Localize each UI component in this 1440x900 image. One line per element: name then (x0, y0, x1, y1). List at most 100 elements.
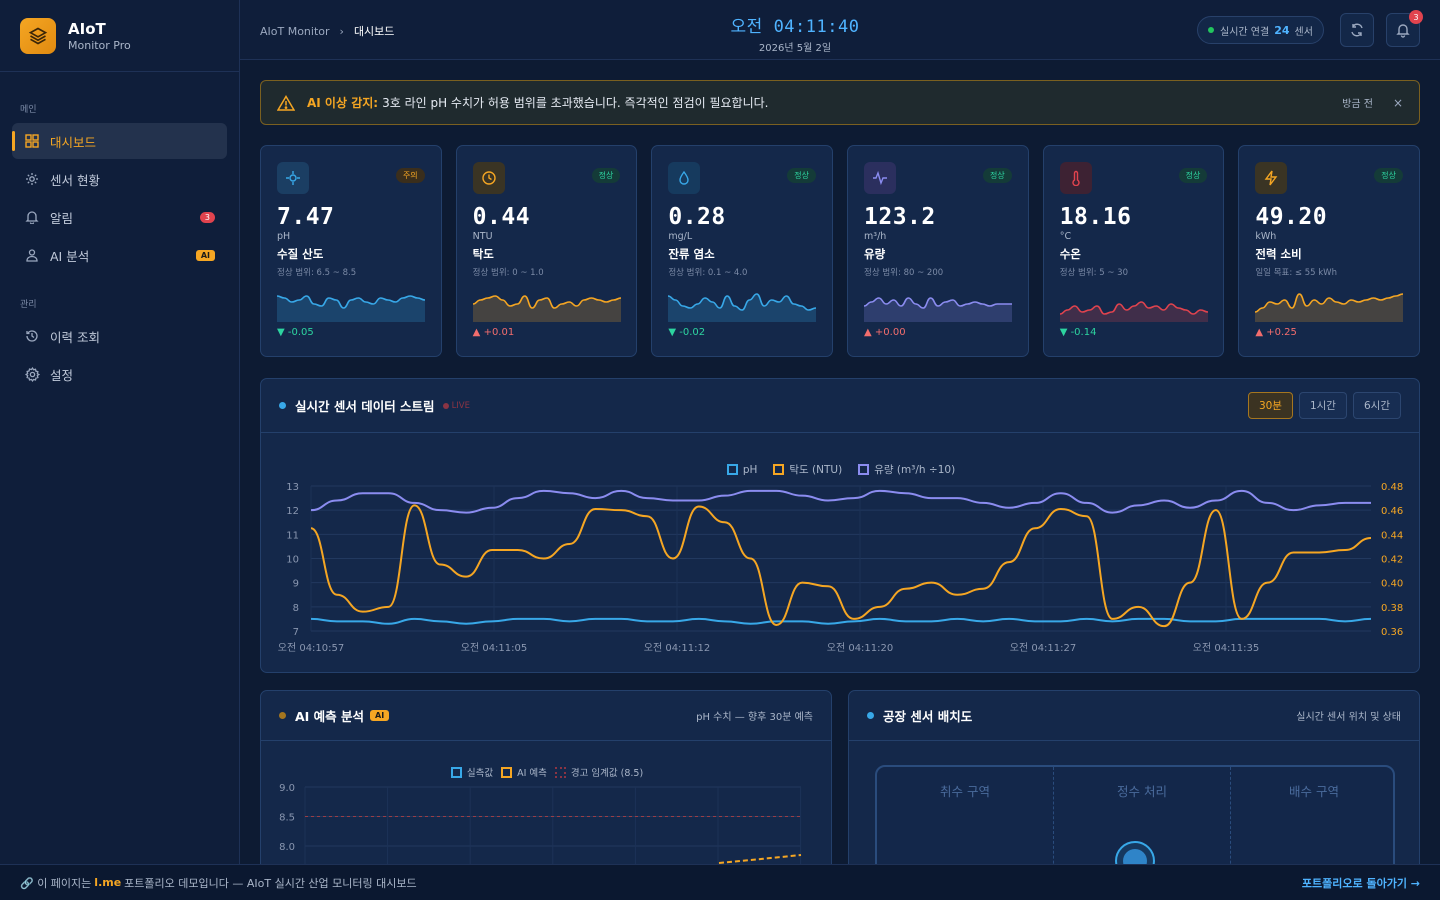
warning-icon (277, 94, 295, 111)
bell-icon (24, 209, 40, 225)
notifications-button[interactable]: 3 (1386, 10, 1423, 47)
x-tick: 오전 04:10:57 (278, 642, 345, 654)
anomaly-alert: AI 이상 감지: 3호 라인 pH 수치가 허용 범위를 초과했습니다. 즉각… (260, 80, 1420, 125)
back-to-portfolio-link[interactable]: 포트폴리오로 돌아가기 → (1301, 876, 1420, 890)
nav-section-admin: 관리 (20, 300, 37, 310)
y-left-tick: 10 (286, 555, 299, 566)
clock-time: 오전 04:11:40 (240, 12, 1350, 37)
factory-floor: 취수 구역 정수 처리 배수 구역 (875, 765, 1395, 879)
clock-time-value: 04:11:40 (773, 17, 860, 37)
grid-icon (24, 133, 40, 149)
kpi-top: 정상 (472, 162, 621, 194)
sidebar-item-label: AI 분석 (50, 248, 90, 264)
kpi-top: 정상 (864, 162, 1012, 194)
legend-item-threshold[interactable]: 경고 임계값 (8.5) (554, 765, 643, 779)
kpi-card[interactable]: 정상 0.44 NTU 탁도 정상 범위: 0 ~ 1.0 ▲ +0.01 (455, 145, 638, 357)
kpi-row: 주의 7.47 pH 수질 산도 정상 범위: 6.5 ~ 8.5 ▼ -0.0… (260, 145, 1421, 357)
kpi-card[interactable]: 정상 18.16 °C 수온 정상 범위: 5 ~ 30 ▼ -0.14 (1042, 145, 1225, 357)
kpi-value: 7.47 (277, 204, 335, 230)
clock-date: 2026년 5월 2일 (758, 43, 832, 54)
kpi-label: 탁도 (472, 247, 494, 261)
kpi-delta: ▲ +0.01 (473, 327, 515, 338)
kpi-label: 수질 산도 (277, 247, 324, 261)
kpi-value: 0.28 (668, 204, 726, 230)
kpi-delta-value: -0.14 (1070, 327, 1097, 338)
range-button-6h[interactable]: 6시간 (1352, 392, 1401, 419)
kpi-range: 정상 범위: 5 ~ 30 (1059, 268, 1128, 278)
range-button-30m[interactable]: 30분 (1247, 392, 1293, 419)
ai-badge: AI (195, 249, 215, 261)
sidebar-item-settings[interactable]: 설정 (12, 356, 227, 392)
brand[interactable]: AIoT Monitor Pro (0, 0, 239, 72)
y-tick: 8.5 (279, 813, 295, 824)
footer-brand-link[interactable]: l.me (94, 876, 122, 889)
connection-suffix: 센서 (1294, 26, 1313, 38)
sidebar-item-alerts[interactable]: 알림 3 (12, 199, 227, 235)
kpi-unit: mg/L (668, 231, 693, 242)
kpi-unit: NTU (472, 231, 493, 242)
y-left-tick: 9 (293, 579, 299, 590)
sidebar-item-label: 센서 현황 (50, 172, 100, 188)
y-left-tick: 13 (286, 482, 299, 493)
legend-item-ph[interactable]: pH (726, 462, 757, 477)
y-left-tick: 8 (293, 603, 299, 614)
ai-panel-subtitle: pH 수치 — 향후 30분 예측 (696, 712, 813, 723)
legend-item-flow[interactable]: 유량 (m³/h ÷10) (858, 462, 955, 477)
legend-swatch (726, 464, 738, 475)
kpi-delta: ▲ +0.25 (1255, 327, 1297, 338)
sparkline (472, 295, 621, 322)
y-left-tick: 7 (293, 627, 299, 638)
arrow-up-icon: ▲ (472, 327, 481, 338)
status-badge: 정상 (982, 168, 1012, 183)
clock-time-prefix: 오전 (730, 17, 763, 37)
zone-treatment: 정수 처리 (1117, 784, 1167, 799)
kpi-delta: ▼ -0.02 (668, 327, 705, 338)
arrow-down-icon: ▼ (277, 327, 285, 338)
sidebar-item-label: 설정 (50, 367, 74, 383)
brand-subtitle: Monitor Pro (68, 38, 131, 52)
kpi-value: 0.44 (472, 204, 531, 230)
sparkline (1255, 293, 1404, 322)
sparkline (277, 295, 425, 322)
range-button-1h[interactable]: 1시간 (1298, 392, 1347, 419)
layout-panel-header: 공장 센서 배치도 실시간 센서 위치 및 상태 (849, 691, 1419, 741)
kpi-top: 정상 (668, 162, 817, 194)
breadcrumb-root[interactable]: AIoT Monitor (260, 24, 330, 38)
legend-swatch (858, 464, 870, 475)
user-icon (24, 247, 40, 263)
kpi-value: 18.16 (1059, 204, 1132, 230)
panel-dot (279, 712, 286, 719)
close-icon[interactable]: × (1392, 95, 1403, 110)
kpi-label: 전력 소비 (1255, 247, 1302, 261)
sidebar-item-ai-analysis[interactable]: AI 분석 AI (12, 237, 227, 273)
refresh-button[interactable] (1340, 13, 1374, 47)
sidebar-item-dashboard[interactable]: 대시보드 (12, 123, 227, 159)
sidebar-item-history[interactable]: 이력 조회 (12, 318, 227, 354)
zone-divider (1053, 767, 1054, 879)
factory-layout-panel: 공장 센서 배치도 실시간 센서 위치 및 상태 취수 구역 정수 처리 배수 … (848, 690, 1420, 880)
range-buttons: 30분 1시간 6시간 (1247, 392, 1401, 419)
y-tick: 8.0 (279, 842, 295, 853)
x-tick: 오전 04:11:27 (1010, 642, 1077, 654)
series-line (310, 617, 1372, 625)
legend-item-prediction[interactable]: AI 예측 (501, 765, 547, 779)
kpi-top: 정상 (1059, 162, 1208, 194)
stream-panel-header: 실시간 센서 데이터 스트림 LIVE 30분 1시간 6시간 (261, 379, 1419, 433)
series-line (310, 489, 1371, 514)
kpi-card[interactable]: 정상 123.2 m³/h 유량 정상 범위: 80 ~ 200 ▲ +0.00 (847, 145, 1029, 357)
stream-title: 실시간 센서 데이터 스트림 (295, 399, 435, 414)
sidebar-item-sensors[interactable]: 센서 현황 (12, 161, 227, 197)
kpi-card[interactable]: 주의 7.47 pH 수질 산도 정상 범위: 6.5 ~ 8.5 ▼ -0.0… (260, 145, 442, 357)
kpi-card[interactable]: 정상 49.20 kWh 전력 소비 일일 목표: ≤ 55 kWh ▲ +0.… (1238, 145, 1421, 357)
breadcrumb-current: 대시보드 (353, 25, 395, 38)
legend-item-actual[interactable]: 실측값 (450, 765, 493, 779)
sparkline (1059, 301, 1208, 322)
kpi-card[interactable]: 정상 0.28 mg/L 잔류 염소 정상 범위: 0.1 ~ 4.0 ▼ -0… (651, 145, 834, 357)
sidebar-item-label: 알림 (50, 210, 74, 226)
kpi-label: 잔류 염소 (668, 247, 715, 261)
kpi-range: 정상 범위: 6.5 ~ 8.5 (277, 268, 357, 278)
crosshair-icon (277, 162, 309, 194)
bell-icon (1396, 24, 1410, 38)
notification-badge: 3 (1409, 10, 1423, 24)
legend-item-turbidity[interactable]: 탁도 (NTU) (773, 462, 842, 477)
